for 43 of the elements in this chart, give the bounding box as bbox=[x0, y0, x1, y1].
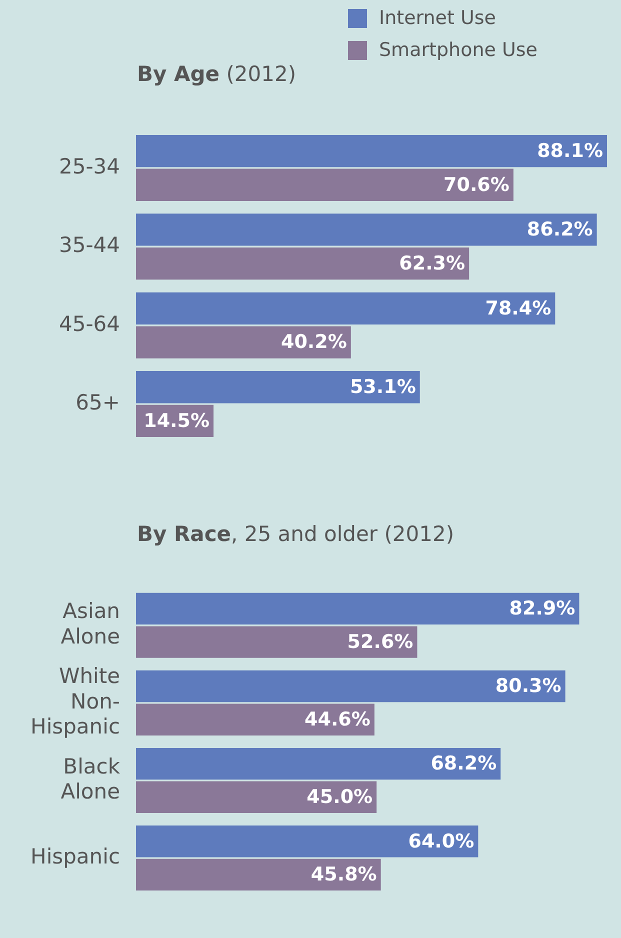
data-label: 45.8% bbox=[310, 864, 377, 886]
bar bbox=[136, 214, 597, 246]
data-label: 82.9% bbox=[509, 598, 576, 620]
bar bbox=[136, 858, 381, 891]
bar bbox=[136, 626, 418, 658]
y-tick-label: 65+ bbox=[76, 390, 120, 415]
data-label: 53.1% bbox=[350, 376, 416, 398]
data-label: 88.1% bbox=[537, 140, 603, 162]
y-tick-label: 25-34 bbox=[58, 154, 120, 178]
bar bbox=[136, 748, 501, 780]
data-label: 14.5% bbox=[144, 410, 210, 432]
bar bbox=[136, 247, 470, 280]
data-label: 64.0% bbox=[408, 830, 474, 852]
chart-title: By Age (2012) bbox=[137, 62, 296, 86]
bar bbox=[136, 670, 566, 702]
data-label: 78.4% bbox=[485, 297, 552, 320]
legend-label: Internet Use bbox=[378, 6, 497, 31]
bar bbox=[136, 168, 514, 201]
y-tick-label: Hispanic bbox=[30, 844, 120, 868]
data-label: 52.6% bbox=[347, 630, 414, 653]
bar bbox=[136, 371, 420, 404]
data-label: 70.6% bbox=[444, 174, 510, 196]
legend-label: Smartphone Use bbox=[378, 38, 538, 63]
data-label: 44.6% bbox=[304, 708, 370, 731]
data-label: 68.2% bbox=[430, 752, 497, 775]
bar bbox=[136, 326, 351, 358]
bar bbox=[136, 704, 374, 736]
bar bbox=[136, 592, 580, 625]
y-tick-label: 45-64 bbox=[58, 312, 120, 336]
y-tick-label: Black Alone bbox=[60, 754, 121, 804]
y-tick-label: Asian Alone bbox=[60, 599, 120, 648]
bar bbox=[136, 826, 478, 858]
bar bbox=[136, 781, 377, 813]
chart-title: By Race, 25 and older (2012) bbox=[137, 522, 454, 546]
data-label: 62.3% bbox=[399, 252, 466, 275]
bar bbox=[136, 292, 556, 325]
data-label: 86.2% bbox=[526, 218, 593, 241]
y-tick-label: 35-44 bbox=[58, 233, 120, 258]
y-tick-label: White Non-Hispanic bbox=[30, 664, 120, 739]
data-label: 40.2% bbox=[280, 331, 347, 354]
bar bbox=[136, 134, 607, 168]
data-label: 80.3% bbox=[495, 675, 562, 698]
data-label: 45.0% bbox=[306, 786, 373, 808]
